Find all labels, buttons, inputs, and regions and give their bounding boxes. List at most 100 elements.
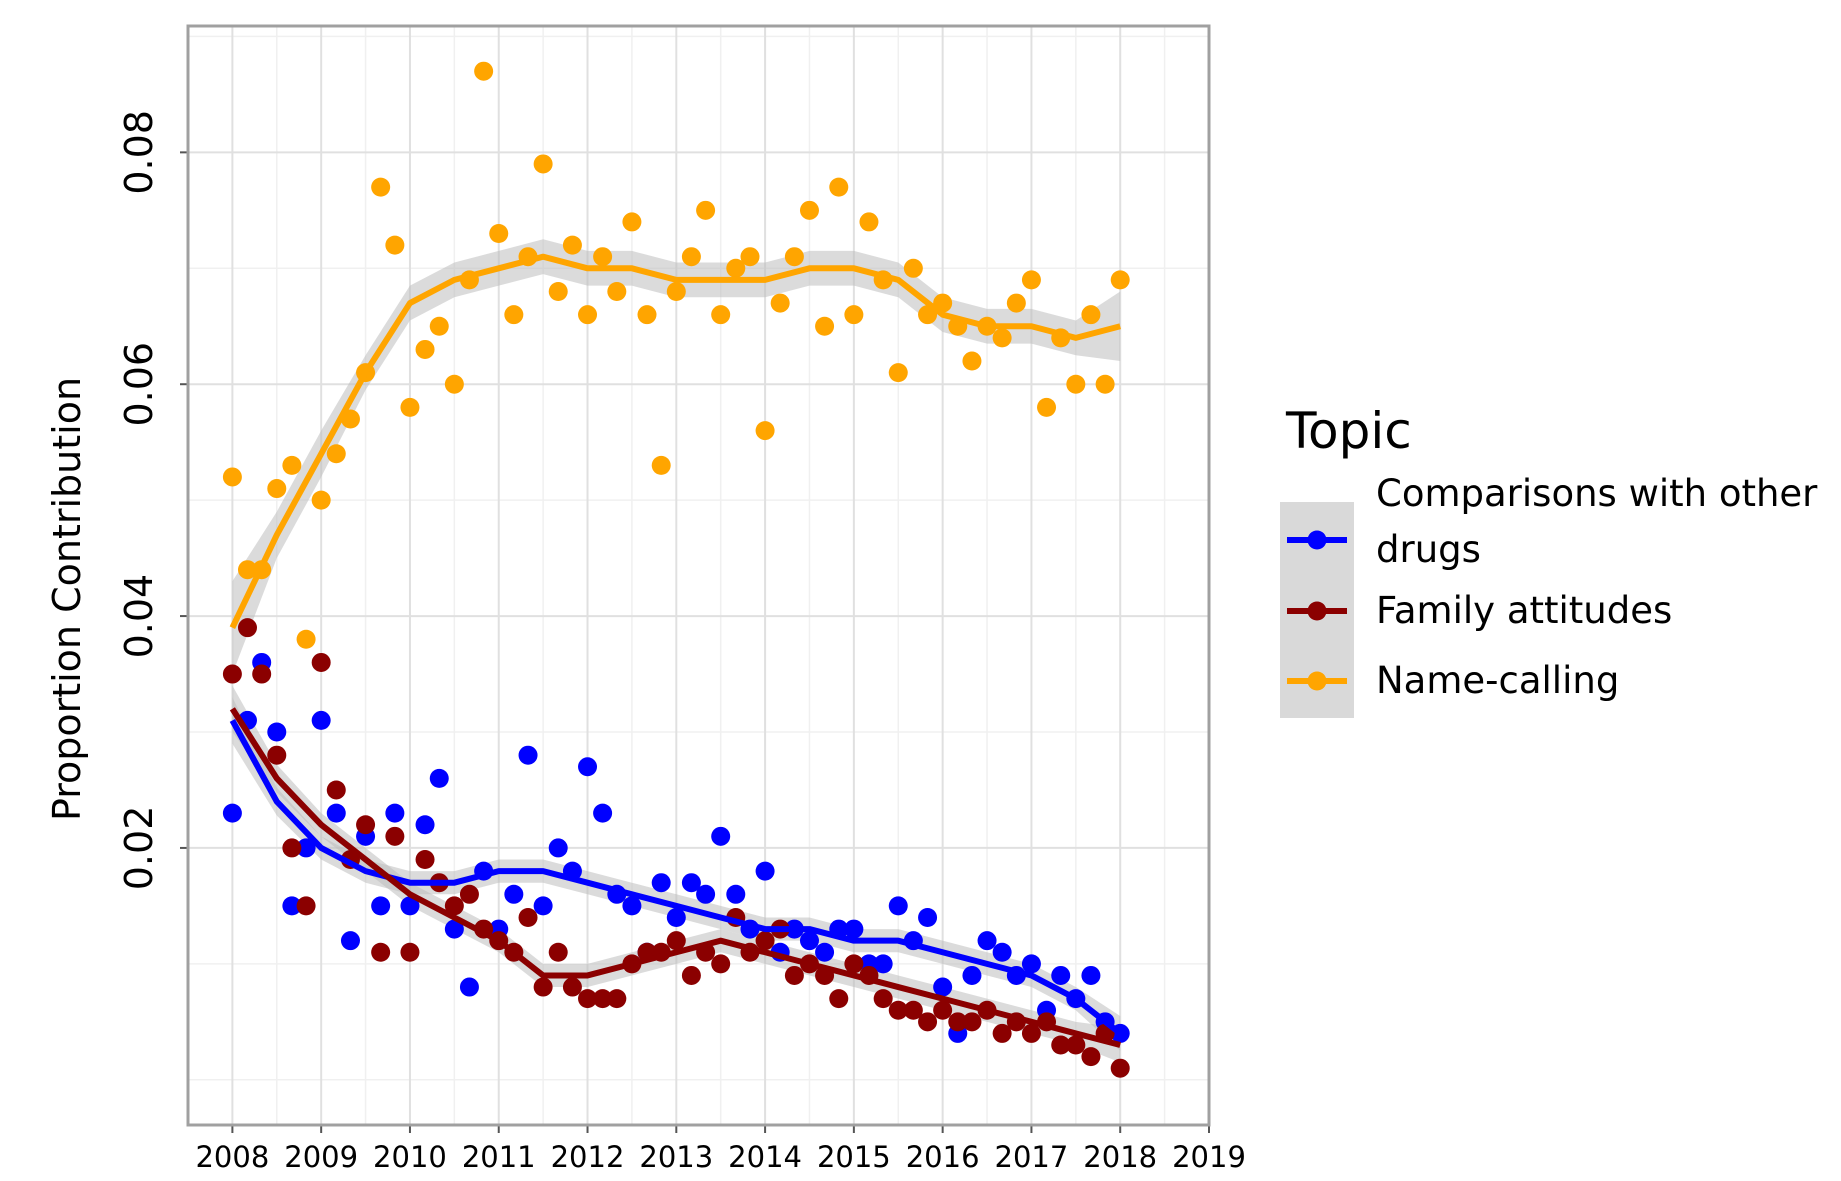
trend-line: [229, 707, 1121, 1048]
point: [1051, 1035, 1071, 1055]
point: [400, 397, 420, 417]
y-tick-label: 0.06: [117, 342, 161, 427]
point: [444, 374, 464, 394]
point: [326, 803, 346, 823]
point: [222, 467, 242, 487]
point: [311, 710, 331, 730]
y-tick-label: 0.04: [117, 574, 161, 659]
point: [607, 989, 627, 1009]
point: [267, 722, 287, 742]
point: [371, 896, 391, 916]
point: [562, 977, 582, 997]
point: [548, 942, 568, 962]
point: [267, 479, 287, 499]
point: [1081, 965, 1101, 985]
point: [873, 954, 893, 974]
point: [282, 896, 302, 916]
point: [815, 942, 835, 962]
point: [1051, 965, 1071, 985]
point: [666, 931, 686, 951]
point: [533, 896, 553, 916]
point: [755, 421, 775, 441]
point: [651, 455, 671, 475]
point: [726, 258, 746, 278]
plot-background: [188, 26, 1209, 1125]
plot-border: [186, 24, 1211, 1127]
point: [1066, 374, 1086, 394]
point: [992, 1023, 1012, 1043]
legend-key-point: [1307, 671, 1327, 691]
point: [562, 235, 582, 255]
point: [962, 351, 982, 371]
point: [1021, 270, 1041, 290]
x-tick-label: 2011: [462, 1140, 536, 1174]
point: [415, 339, 435, 359]
point: [400, 896, 420, 916]
point: [267, 745, 287, 765]
point: [518, 907, 538, 927]
point: [696, 200, 716, 220]
point: [548, 281, 568, 301]
point: [607, 281, 627, 301]
point: [651, 873, 671, 893]
x-tick-label: 2012: [551, 1140, 625, 1174]
point: [933, 977, 953, 997]
point: [1066, 1035, 1086, 1055]
point: [784, 965, 804, 985]
point: [711, 305, 731, 325]
y-tick-label: 0.08: [117, 110, 161, 195]
point: [903, 1000, 923, 1020]
point: [593, 247, 613, 267]
point: [237, 560, 257, 580]
point: [740, 247, 760, 267]
point: [1006, 293, 1026, 313]
point: [918, 907, 938, 927]
legend-label: Comparisons with other drugs: [1376, 472, 1818, 571]
point: [400, 942, 420, 962]
point: [1081, 1047, 1101, 1067]
point: [888, 1000, 908, 1020]
x-tick-label: 2016: [906, 1140, 980, 1174]
point: [459, 977, 479, 997]
point: [1110, 270, 1130, 290]
point: [385, 235, 405, 255]
point: [1021, 1023, 1041, 1043]
point: [844, 305, 864, 325]
point: [903, 258, 923, 278]
point: [282, 455, 302, 475]
point: [518, 745, 538, 765]
data-layer: [222, 61, 1130, 1078]
point: [444, 896, 464, 916]
x-tick-label: 2010: [373, 1140, 447, 1174]
point: [459, 884, 479, 904]
point: [340, 931, 360, 951]
point: [296, 629, 316, 649]
point: [504, 884, 524, 904]
point: [977, 931, 997, 951]
legend-key-point: [1307, 530, 1327, 550]
point: [296, 838, 316, 858]
legend-key-point: [1307, 601, 1327, 621]
point: [415, 815, 435, 835]
point: [237, 618, 257, 638]
point: [681, 965, 701, 985]
point: [385, 803, 405, 823]
point: [252, 664, 272, 684]
point: [593, 989, 613, 1009]
point: [844, 919, 864, 939]
point: [962, 965, 982, 985]
point: [489, 224, 509, 244]
point: [784, 247, 804, 267]
confidence-band: [232, 697, 1121, 1051]
x-tick-label: 2014: [728, 1140, 802, 1174]
y-axis-title: Proportion Contribution: [45, 377, 89, 821]
x-tick-label: 2018: [1083, 1140, 1157, 1174]
plot-area: [187, 26, 1210, 1125]
point: [637, 305, 657, 325]
point: [415, 850, 435, 870]
point: [681, 873, 701, 893]
x-tick-label: 2017: [995, 1140, 1069, 1174]
point: [282, 838, 302, 858]
point: [1110, 1058, 1130, 1078]
